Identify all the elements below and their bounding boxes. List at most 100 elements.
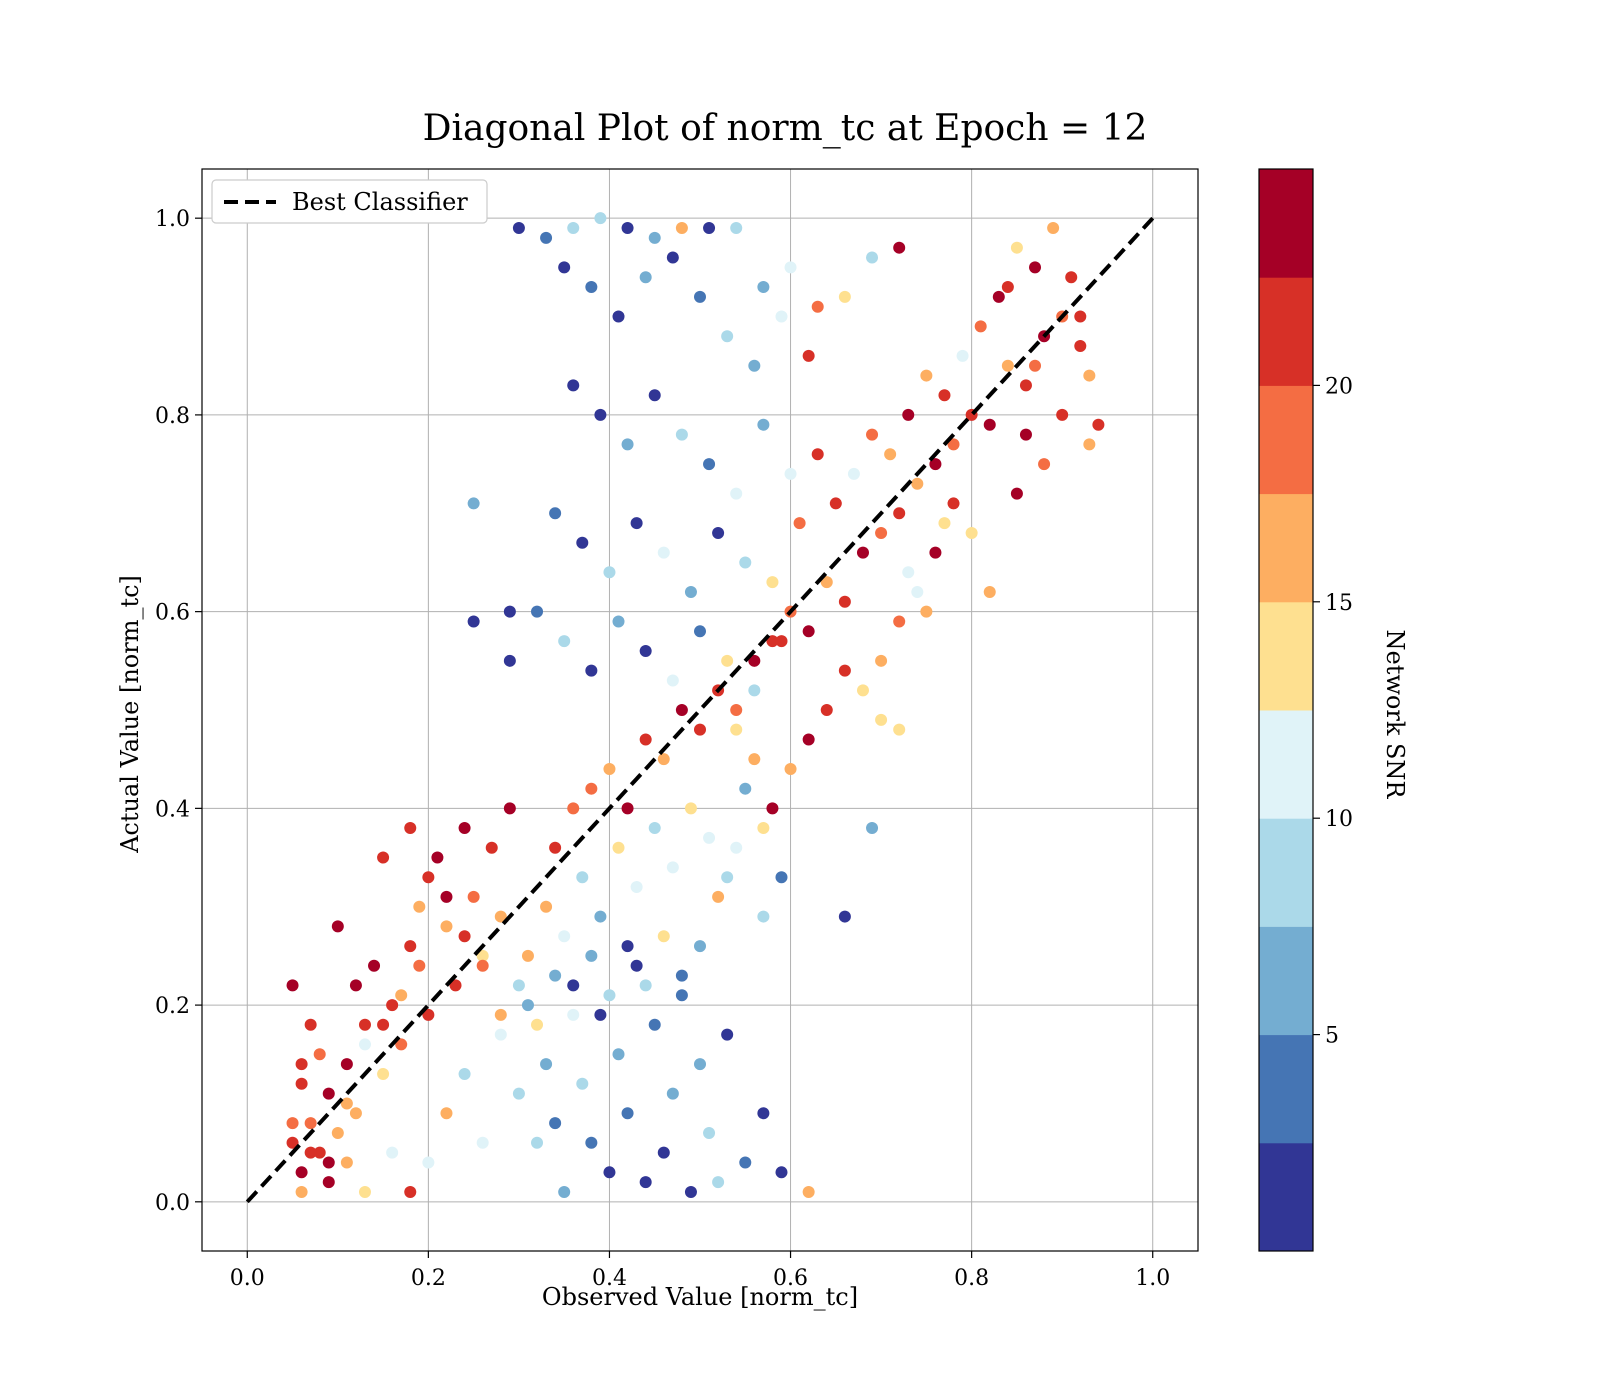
scatter-point	[503, 605, 516, 618]
scatter-point	[766, 576, 779, 589]
scatter-point	[512, 222, 525, 235]
scatter-point	[295, 1058, 308, 1071]
scatter-point	[331, 920, 344, 933]
scatter-point	[558, 1185, 571, 1198]
scatter-points	[286, 212, 1105, 1198]
scatter-point	[703, 458, 716, 471]
scatter-point	[476, 1136, 489, 1149]
scatter-point	[838, 290, 851, 303]
scatter-point	[512, 1087, 525, 1100]
scatter-point	[377, 1067, 390, 1080]
scatter-point	[956, 349, 969, 362]
scatter-point	[322, 1156, 335, 1169]
scatter-point	[558, 635, 571, 648]
colorbar-tick-label: 20	[1325, 374, 1353, 399]
scatter-point	[730, 723, 743, 736]
scatter-point	[820, 576, 833, 589]
scatter-point	[703, 222, 716, 235]
scatter-point	[838, 664, 851, 677]
scatter-point	[340, 1097, 353, 1110]
scatter-point	[431, 851, 444, 864]
scatter-point	[902, 408, 915, 421]
scatter-point	[585, 782, 598, 795]
scatter-point	[386, 999, 399, 1012]
scatter-point	[458, 1067, 471, 1080]
scatter-point	[992, 290, 1005, 303]
scatter-point	[576, 871, 589, 884]
scatter-point	[404, 1185, 417, 1198]
scatter-point	[1074, 340, 1087, 353]
scatter-point	[1029, 261, 1042, 274]
y-tick-label: 0.2	[155, 994, 190, 1019]
scatter-point	[684, 802, 697, 815]
scatter-point	[757, 418, 770, 431]
scatter-point	[1056, 408, 1069, 421]
scatter-point	[639, 271, 652, 284]
scatter-point	[422, 1156, 435, 1169]
scatter-point	[775, 635, 788, 648]
scatter-point	[721, 871, 734, 884]
scatter-point	[1019, 428, 1032, 441]
legend: Best Classifier	[211, 179, 488, 224]
scatter-point	[730, 704, 743, 716]
scatter-point	[440, 920, 453, 933]
scatter-point	[866, 428, 879, 441]
scatter-point	[594, 212, 607, 225]
scatter-point	[458, 822, 471, 835]
scatter-point	[621, 802, 634, 815]
scatter-point	[766, 802, 779, 815]
scatter-point	[639, 644, 652, 657]
scatter-point	[721, 1028, 734, 1041]
scatter-point	[612, 615, 625, 628]
scatter-point	[920, 605, 933, 618]
scatter-point	[494, 1028, 507, 1041]
scatter-point	[313, 1048, 326, 1061]
scatter-point	[358, 1038, 371, 1051]
scatter-point	[757, 910, 770, 923]
scatter-point	[349, 979, 362, 992]
scatter-point	[866, 251, 879, 264]
scatter-point	[712, 526, 725, 539]
scatter-point	[621, 222, 634, 235]
x-tick-label: 0.2	[411, 1266, 446, 1291]
scatter-point	[603, 566, 616, 579]
scatter-point	[1010, 241, 1023, 254]
scatter-point	[585, 281, 598, 294]
colorbar-frame	[1258, 168, 1314, 1252]
scatter-point	[476, 949, 489, 962]
scatter-point	[639, 733, 652, 746]
y-tick-label: 0.0	[155, 1191, 190, 1216]
scatter-point	[395, 989, 408, 1002]
scatter-point	[404, 822, 417, 835]
scatter-point	[784, 261, 797, 274]
x-tick-label: 0.0	[230, 1266, 265, 1291]
scatter-point	[594, 910, 607, 923]
scatter-point	[1092, 418, 1105, 431]
scatter-point	[965, 526, 978, 539]
scatter-point	[893, 615, 906, 628]
scatter-point	[820, 704, 833, 716]
scatter-point	[531, 605, 544, 618]
x-tick-label: 0.8	[954, 1266, 989, 1291]
scatter-point	[521, 949, 534, 962]
colorbar-segment	[1259, 1034, 1313, 1144]
scatter-point	[884, 448, 897, 461]
scatter-point	[739, 1156, 752, 1169]
scatter-point	[612, 841, 625, 854]
scatter-point	[902, 566, 915, 579]
scatter-point	[612, 310, 625, 323]
scatter-point	[694, 723, 706, 736]
scatter-point	[675, 428, 688, 441]
scatter-point	[521, 999, 534, 1012]
scatter-point	[340, 1058, 353, 1071]
y-tick-label: 0.6	[155, 601, 190, 626]
scatter-point	[603, 1166, 616, 1179]
scatter-point	[1083, 438, 1096, 451]
scatter-point	[467, 497, 480, 510]
scatter-point	[666, 861, 679, 874]
scatter-point	[802, 625, 815, 638]
scatter-point	[938, 517, 951, 530]
y-axis-label: Actual Value [norm_tc]	[116, 575, 144, 854]
scatter-point	[395, 1038, 408, 1051]
